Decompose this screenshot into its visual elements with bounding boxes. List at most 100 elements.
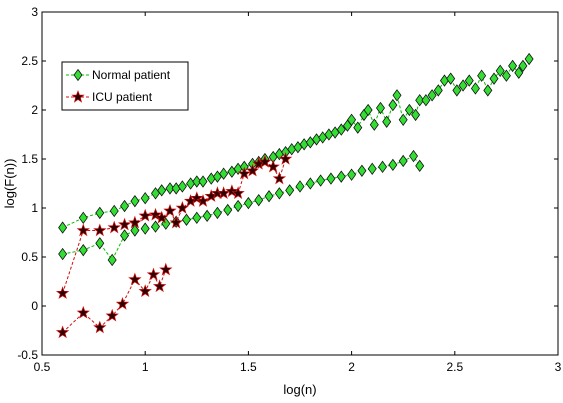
data-point bbox=[225, 184, 239, 198]
x-tick-label: 3 bbox=[555, 360, 562, 374]
data-point bbox=[367, 162, 377, 175]
data-point bbox=[336, 123, 346, 136]
data-point bbox=[501, 69, 511, 82]
data-point bbox=[524, 52, 534, 66]
data-point bbox=[177, 180, 187, 193]
series-group bbox=[58, 52, 534, 267]
data-point bbox=[93, 320, 107, 334]
data-point bbox=[518, 59, 528, 73]
data-point bbox=[495, 64, 505, 77]
data-point bbox=[148, 207, 163, 221]
legend: Normal patient ICU patient bbox=[61, 61, 189, 111]
data-point bbox=[452, 84, 462, 97]
data-point bbox=[58, 247, 68, 261]
data-point bbox=[219, 167, 229, 180]
data-point bbox=[181, 213, 191, 226]
data-point bbox=[427, 89, 437, 102]
y-tick-label: 2 bbox=[31, 103, 38, 117]
data-point bbox=[243, 196, 253, 210]
data-point bbox=[357, 164, 367, 177]
data-point bbox=[295, 180, 305, 193]
y-tick-label: -0.5 bbox=[17, 348, 38, 362]
series-line bbox=[62, 155, 421, 261]
data-point bbox=[421, 94, 431, 107]
data-point bbox=[404, 103, 414, 117]
data-point bbox=[264, 190, 274, 203]
data-point bbox=[258, 154, 272, 168]
data-point bbox=[216, 186, 231, 200]
data-point bbox=[233, 199, 243, 213]
data-point bbox=[212, 206, 222, 220]
data-point bbox=[398, 113, 408, 126]
data-point bbox=[163, 203, 177, 217]
data-point bbox=[237, 166, 251, 180]
data-point bbox=[128, 272, 142, 286]
data-point bbox=[266, 159, 280, 173]
data-point bbox=[382, 115, 392, 128]
data-point bbox=[483, 84, 493, 97]
axes-box bbox=[41, 11, 559, 356]
data-point bbox=[128, 215, 142, 229]
data-point bbox=[186, 177, 196, 190]
data-point bbox=[489, 72, 499, 85]
data-point bbox=[159, 262, 173, 276]
data-point bbox=[369, 118, 379, 131]
data-point bbox=[157, 184, 167, 197]
series-group bbox=[55, 151, 293, 339]
data-point bbox=[138, 284, 152, 298]
data-point bbox=[274, 187, 284, 200]
data-point bbox=[446, 72, 456, 85]
data-point bbox=[223, 203, 233, 217]
x-tick-label: 1 bbox=[142, 360, 149, 374]
y-tick-label: 0 bbox=[31, 299, 38, 313]
x-tick-label: 1.5 bbox=[240, 360, 257, 374]
data-point bbox=[192, 211, 202, 224]
data-point bbox=[336, 170, 346, 183]
data-point bbox=[347, 113, 357, 126]
legend-label: ICU patient bbox=[92, 90, 153, 104]
data-point bbox=[254, 193, 264, 207]
x-tick-label: 0.5 bbox=[34, 360, 51, 374]
data-point bbox=[353, 121, 363, 134]
data-point bbox=[152, 279, 167, 293]
data-point bbox=[146, 267, 161, 281]
x-tick-label: 2.5 bbox=[446, 360, 463, 374]
series-line bbox=[62, 269, 167, 333]
y-tick-label: 1.5 bbox=[21, 152, 38, 166]
data-point bbox=[55, 325, 70, 339]
data-point bbox=[458, 79, 468, 92]
data-point bbox=[76, 223, 90, 237]
data-point bbox=[272, 171, 287, 185]
y-tick-label: 2.5 bbox=[21, 54, 38, 68]
data-point bbox=[415, 94, 425, 107]
data-point bbox=[169, 215, 183, 229]
data-point bbox=[231, 186, 245, 200]
data-point bbox=[305, 177, 315, 190]
data-point bbox=[120, 229, 130, 242]
data-point bbox=[155, 210, 169, 224]
x-axis-label: log(n) bbox=[283, 382, 316, 397]
data-point bbox=[392, 89, 402, 102]
data-point bbox=[115, 297, 130, 310]
data-point bbox=[409, 149, 419, 163]
data-point bbox=[78, 243, 88, 257]
data-point bbox=[107, 220, 121, 234]
data-point bbox=[138, 208, 152, 222]
data-point bbox=[95, 206, 105, 220]
data-point bbox=[376, 101, 385, 115]
data-point bbox=[388, 98, 398, 112]
data-point bbox=[206, 172, 216, 185]
y-tick-label: 0.5 bbox=[21, 250, 38, 264]
data-point bbox=[120, 199, 130, 213]
data-point bbox=[130, 194, 140, 208]
data-point bbox=[55, 286, 70, 299]
data-point bbox=[363, 103, 373, 117]
data-point bbox=[58, 221, 68, 234]
data-point bbox=[202, 209, 212, 223]
data-point bbox=[316, 174, 326, 187]
data-point bbox=[439, 74, 449, 87]
y-tick-label: 3 bbox=[31, 5, 38, 19]
data-point bbox=[93, 223, 107, 237]
legend-marker bbox=[71, 90, 85, 103]
